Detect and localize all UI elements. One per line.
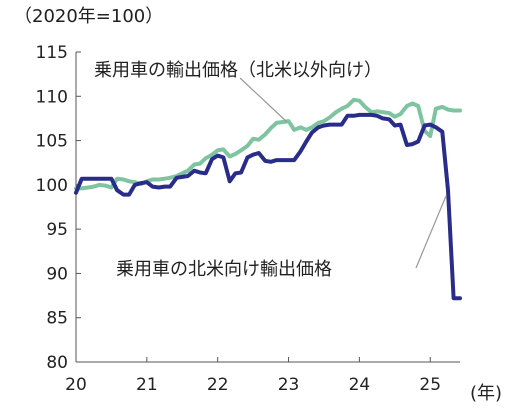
annotation-north-america: 乗用車の北米向け輸出価格	[116, 259, 332, 280]
y-unit-label: （2020年=100）	[14, 6, 163, 27]
x-tick-label: 22	[207, 375, 229, 395]
y-tick-label: 100	[36, 176, 68, 196]
y-tick-label: 90	[46, 264, 68, 284]
y-tick-label: 80	[46, 353, 68, 373]
x-tick-label: 23	[278, 375, 300, 395]
y-tick-label: 115	[36, 43, 68, 63]
x-unit-label: (年)	[470, 383, 502, 404]
leader-line-other-than-north-america	[239, 77, 288, 123]
y-tick-label: 105	[36, 132, 68, 152]
x-tick-label: 21	[136, 375, 158, 395]
y-tick-label: 95	[46, 220, 68, 240]
series-layer	[74, 97, 462, 301]
y-tick-label: 85	[46, 309, 68, 329]
x-tick-label: 20	[65, 375, 87, 395]
series-line-north-america	[74, 112, 462, 301]
x-tick-label: 24	[349, 375, 371, 395]
series-line-other-than-north-america	[74, 97, 462, 191]
y-ticks: 80 85 90 95 100 105 110 115	[36, 43, 81, 373]
x-ticks: 20 21 22 23 24 25	[65, 357, 441, 395]
leader-line-north-america	[415, 195, 447, 269]
x-tick-label: 25	[419, 375, 441, 395]
y-tick-label: 110	[36, 87, 68, 107]
annotation-other-than-north-america: 乗用車の輸出価格（北米以外向け）	[94, 60, 382, 81]
